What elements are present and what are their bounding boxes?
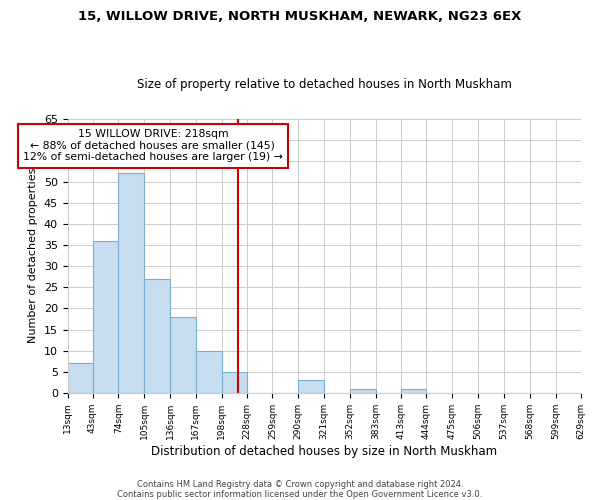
Text: Contains public sector information licensed under the Open Government Licence v3: Contains public sector information licen… [118,490,482,499]
Bar [92,241,118,393]
Bar [196,350,221,393]
Text: 15, WILLOW DRIVE, NORTH MUSKHAM, NEWARK, NG23 6EX: 15, WILLOW DRIVE, NORTH MUSKHAM, NEWARK,… [79,10,521,23]
Bar [68,364,92,393]
Bar [144,279,170,393]
Bar [221,372,247,393]
Bar [401,388,427,393]
Bar [298,380,324,393]
X-axis label: Distribution of detached houses by size in North Muskham: Distribution of detached houses by size … [151,444,497,458]
Title: Size of property relative to detached houses in North Muskham: Size of property relative to detached ho… [137,78,511,91]
Bar [170,317,196,393]
Bar [350,388,376,393]
Y-axis label: Number of detached properties: Number of detached properties [28,168,38,344]
Text: Contains HM Land Registry data © Crown copyright and database right 2024.: Contains HM Land Registry data © Crown c… [137,480,463,489]
Bar [118,174,144,393]
Text: 15 WILLOW DRIVE: 218sqm
← 88% of detached houses are smaller (145)
12% of semi-d: 15 WILLOW DRIVE: 218sqm ← 88% of detache… [23,129,283,162]
